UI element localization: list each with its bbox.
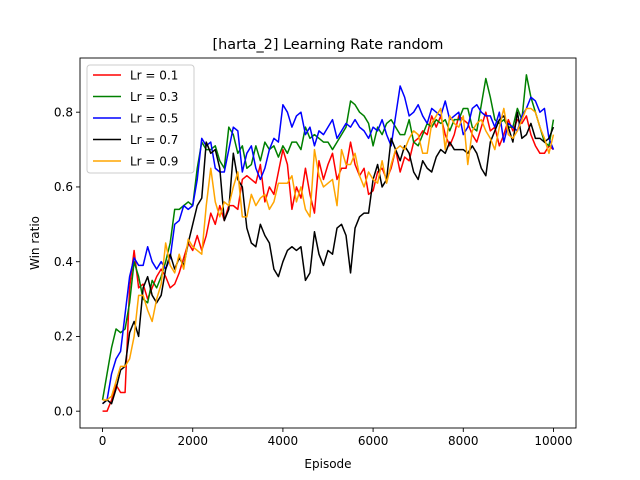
series-line-2	[102, 85, 555, 405]
x-tick-label: 2000	[177, 434, 208, 448]
y-tick-label: 0.0	[54, 404, 73, 418]
x-tick-label: 0	[99, 434, 107, 448]
y-axis-label: Win ratio	[28, 216, 42, 270]
x-tick-label: 10000	[534, 434, 572, 448]
legend: Lr = 0.1 Lr = 0.3 Lr = 0.5 Lr = 0.7 Lr = 0.9	[86, 64, 195, 174]
x-tick-label: 4000	[268, 434, 299, 448]
series-lines	[101, 74, 555, 412]
x-axis-label: Episode	[304, 457, 351, 471]
x-axis: 0 2000 4000 6000 8000 10000	[99, 428, 573, 448]
y-tick-label: 0.2	[54, 330, 73, 344]
legend-label-1: Lr = 0.3	[130, 90, 178, 104]
x-tick-label: 8000	[448, 434, 479, 448]
y-tick-label: 0.4	[54, 255, 73, 269]
y-axis: 0.0 0.2 0.4 0.6 0.8	[54, 105, 80, 418]
legend-frame	[86, 64, 195, 174]
series-line-4	[102, 107, 555, 401]
legend-label-4: Lr = 0.9	[130, 154, 178, 168]
chart-title: [harta_2] Learning Rate random	[213, 37, 444, 53]
x-tick-label: 6000	[358, 434, 389, 448]
legend-label-2: Lr = 0.5	[130, 111, 178, 125]
legend-label-0: Lr = 0.1	[130, 68, 178, 82]
axes-frame	[79, 57, 577, 429]
series-line-0	[102, 111, 554, 412]
legend-label-3: Lr = 0.7	[130, 133, 178, 147]
y-tick-label: 0.6	[54, 180, 73, 194]
plot-area	[79, 57, 577, 429]
y-tick-label: 0.8	[54, 105, 73, 119]
